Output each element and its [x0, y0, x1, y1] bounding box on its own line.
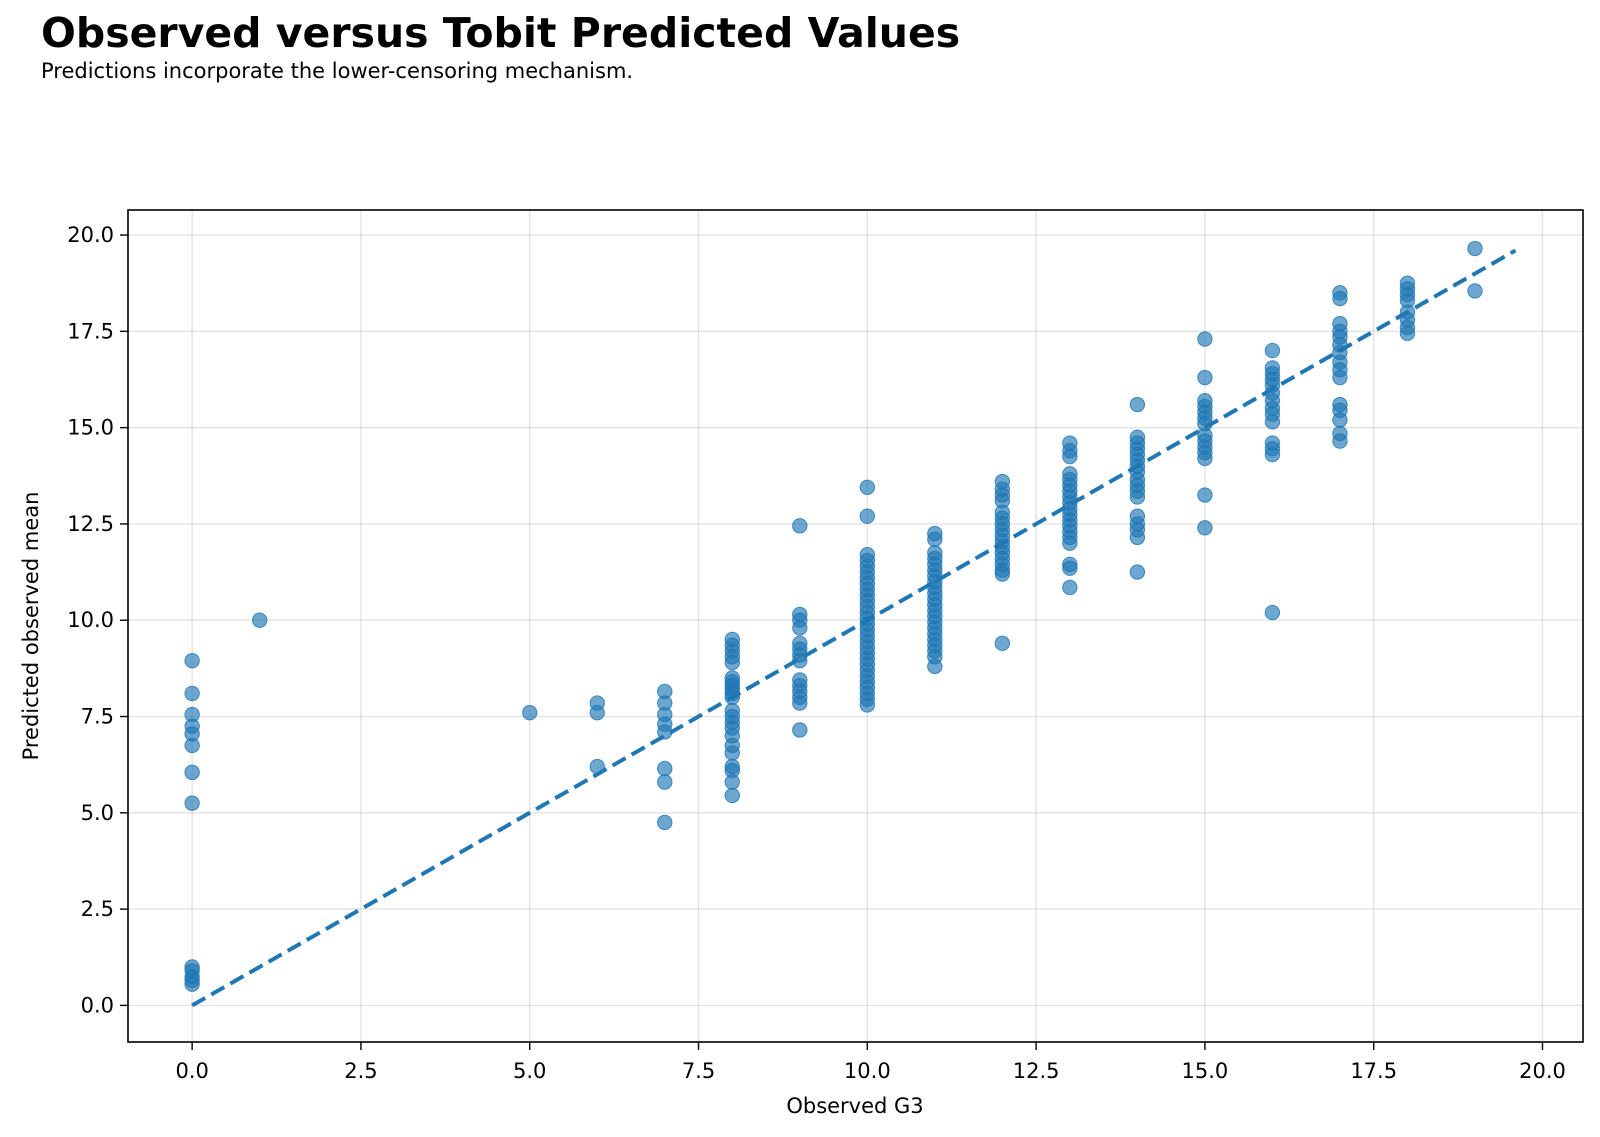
data-point: [724, 745, 740, 761]
data-point: [1332, 412, 1348, 428]
data-point: [1332, 433, 1348, 449]
data-point: [657, 760, 673, 777]
x-tick-label: 10.0: [844, 1059, 891, 1083]
data-point: [1197, 450, 1213, 467]
x-tick-label: 0.0: [175, 1059, 208, 1083]
y-tick-label: 7.5: [81, 705, 114, 729]
data-point: [792, 652, 808, 669]
plot-area-frame: [127, 209, 1584, 1043]
data-point: [1062, 560, 1078, 576]
data-point: [1399, 325, 1416, 341]
y-tick-label: 10.0: [67, 608, 114, 632]
data-point: [251, 612, 268, 628]
y-tick-label: 0.0: [81, 993, 114, 1017]
x-tick-label: 12.5: [1013, 1059, 1060, 1083]
data-point: [1129, 529, 1146, 546]
y-axis-ticks: 0.0 2.5 5.0 7.5 10.0 12.5 15.0 17.5 20.0: [67, 223, 128, 1017]
data-point: [1264, 414, 1281, 430]
x-axis-ticks: 0.0 2.5 5.0 7.5 10.0 12.5 15.0 17.5 20.0: [175, 1042, 1566, 1083]
x-tick-label: 7.5: [682, 1059, 715, 1083]
data-point: [184, 976, 200, 992]
data-point: [724, 689, 740, 705]
data-point: [1062, 535, 1078, 551]
y-tick-label: 15.0: [67, 416, 114, 440]
data-point: [792, 620, 808, 636]
x-tick-label: 15.0: [1182, 1059, 1229, 1083]
data-point: [1467, 240, 1483, 257]
data-point: [1129, 489, 1146, 505]
data-point: [657, 814, 673, 831]
data-point: [859, 508, 876, 524]
data-point: [184, 737, 200, 754]
data-point: [1264, 446, 1281, 463]
data-point: [1197, 520, 1213, 536]
x-tick-label: 2.5: [344, 1059, 377, 1083]
data-point: [1129, 396, 1146, 413]
y-tick-label: 12.5: [67, 512, 114, 536]
data-point: [994, 566, 1011, 582]
data-point: [927, 658, 943, 675]
reference-line: [191, 248, 1517, 1008]
data-point: [1129, 564, 1146, 580]
data-point: [1062, 448, 1078, 465]
y-tick-label: 5.0: [81, 801, 114, 825]
data-point: [724, 787, 740, 804]
data-point: [724, 654, 740, 671]
data-point: [1197, 331, 1213, 347]
data-point: [792, 518, 808, 534]
y-axis-label: Predicted observed mean: [19, 492, 43, 761]
data-point: [1332, 369, 1348, 386]
y-tick-label: 20.0: [67, 223, 114, 247]
data-point: [859, 479, 876, 496]
data-point: [184, 764, 200, 781]
data-point: [927, 531, 943, 548]
data-point: [792, 695, 808, 711]
chart-subtitle: Predictions incorporate the lower-censor…: [41, 59, 634, 83]
data-point: [994, 635, 1011, 652]
x-tick-label: 20.0: [1519, 1059, 1566, 1083]
y-tick-label: 17.5: [67, 319, 114, 343]
data-point: [589, 758, 605, 775]
data-point: [859, 697, 876, 713]
data-point: [184, 685, 200, 702]
data-point: [1197, 369, 1213, 386]
reference-line-group: [191, 248, 1517, 1008]
data-point: [724, 774, 740, 790]
chart-title: Observed versus Tobit Predicted Values: [41, 9, 961, 57]
data-point: [184, 652, 200, 669]
x-tick-label: 17.5: [1350, 1059, 1397, 1083]
data-point: [522, 704, 538, 721]
data-points: [184, 240, 1483, 992]
data-point: [184, 795, 200, 811]
x-axis-label: Observed G3: [786, 1094, 923, 1118]
data-point: [1197, 487, 1213, 503]
data-point: [657, 724, 673, 740]
y-tick-label: 2.5: [81, 897, 114, 921]
data-point: [1062, 579, 1078, 596]
data-point: [657, 774, 673, 790]
data-point: [792, 722, 808, 738]
data-point: [1264, 604, 1281, 621]
data-point: [1467, 283, 1483, 299]
data-point: [1332, 290, 1348, 307]
data-point: [1264, 342, 1281, 359]
x-tick-label: 5.0: [513, 1059, 546, 1083]
data-point: [589, 704, 605, 721]
